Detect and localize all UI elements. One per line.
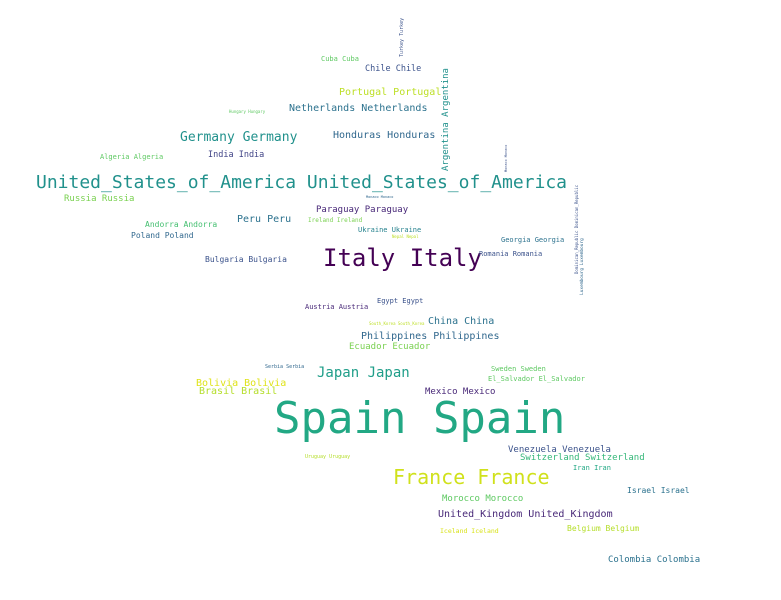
word-iceland: Iceland Iceland — [440, 527, 499, 535]
word-spain: Spain Spain — [274, 393, 566, 444]
word-italy: Italy Italy — [323, 244, 482, 272]
word-bolivia: Bolivia Bolivia — [196, 378, 287, 389]
word-india: India India — [208, 150, 265, 160]
word-cuba: Cuba Cuba — [321, 55, 359, 63]
word-poland: Poland Poland — [131, 231, 194, 240]
word-dominican: Dominican_Republic Dominican_Republic — [574, 184, 579, 274]
word-usa: United_States_of_America United_States_o… — [36, 172, 568, 193]
word-andorra: Andorra Andorra — [145, 220, 218, 229]
word-serbia: Serbia Serbia — [265, 364, 305, 370]
word-chile: Chile Chile — [365, 64, 422, 74]
word-georgia: Georgia Georgia — [501, 236, 565, 244]
word-sweden: Sweden Sweden — [491, 365, 546, 373]
word-paraguay: Paraguay Paraguay — [316, 205, 409, 215]
word-monaco2: Monaco Monaco — [366, 195, 394, 199]
word-hungary: Hungary Hungary — [229, 109, 266, 114]
word-venezuela: Venezuela Venezuela — [508, 445, 611, 455]
word-russia: Russia Russia — [64, 194, 135, 204]
word-switzerland: Switzerland Switzerland — [520, 453, 645, 463]
word-uruguay: Uruguay Uruguay — [305, 454, 351, 460]
word-honduras: Honduras Honduras — [333, 130, 436, 141]
word-portugal: Portugal Portugal — [339, 87, 442, 98]
word-nepal: Nepal Nepal — [392, 234, 419, 239]
word-philippines: Philippines Philippines — [361, 331, 500, 342]
word-brasil: Brasil Brasil — [199, 386, 278, 397]
word-mexico: Mexico Mexico — [425, 387, 496, 397]
word-france: France France — [393, 465, 550, 489]
word-algeria: Algeria Algeria — [100, 153, 164, 161]
word-germany: Germany Germany — [180, 130, 298, 145]
word-romania: Romania Romania — [479, 250, 543, 258]
word-belgium: Belgium Belgium — [567, 524, 640, 533]
word-morocco: Morocco Morocco — [442, 494, 524, 504]
word-argentina: Argentina Argentina — [441, 68, 451, 171]
word-southkorea: South_Korea South_Korea — [369, 321, 425, 326]
word-iran: Iran Iran — [573, 464, 611, 472]
word-israel: Israel Israel — [627, 486, 690, 495]
word-china: China China — [428, 316, 495, 327]
word-ireland: Ireland Ireland — [308, 217, 363, 224]
word-peru: Peru Peru — [237, 214, 292, 225]
word-luxembourg: Luxembourg Luxembourg — [580, 238, 585, 295]
word-netherlands: Netherlands Netherlands — [289, 103, 428, 114]
word-colombia: Colombia Colombia — [608, 555, 701, 565]
word-bulgaria: Bulgaria Bulgaria — [205, 255, 287, 264]
word-ecuador: Ecuador Ecuador — [349, 342, 431, 352]
word-turkey: Turkey Turkey — [399, 17, 405, 57]
word-elsalvador: El_Salvador El_Salvador — [488, 375, 585, 383]
word-uk: United_Kingdom United_Kingdom — [438, 509, 613, 520]
word-ukraine: Ukraine Ukraine — [358, 226, 422, 234]
word-austria: Austria Austria — [305, 303, 369, 311]
word-monaco: Monaco Monaco — [504, 144, 508, 172]
word-japan: Japan Japan — [317, 365, 410, 381]
word-egypt: Egypt Egypt — [377, 297, 424, 305]
